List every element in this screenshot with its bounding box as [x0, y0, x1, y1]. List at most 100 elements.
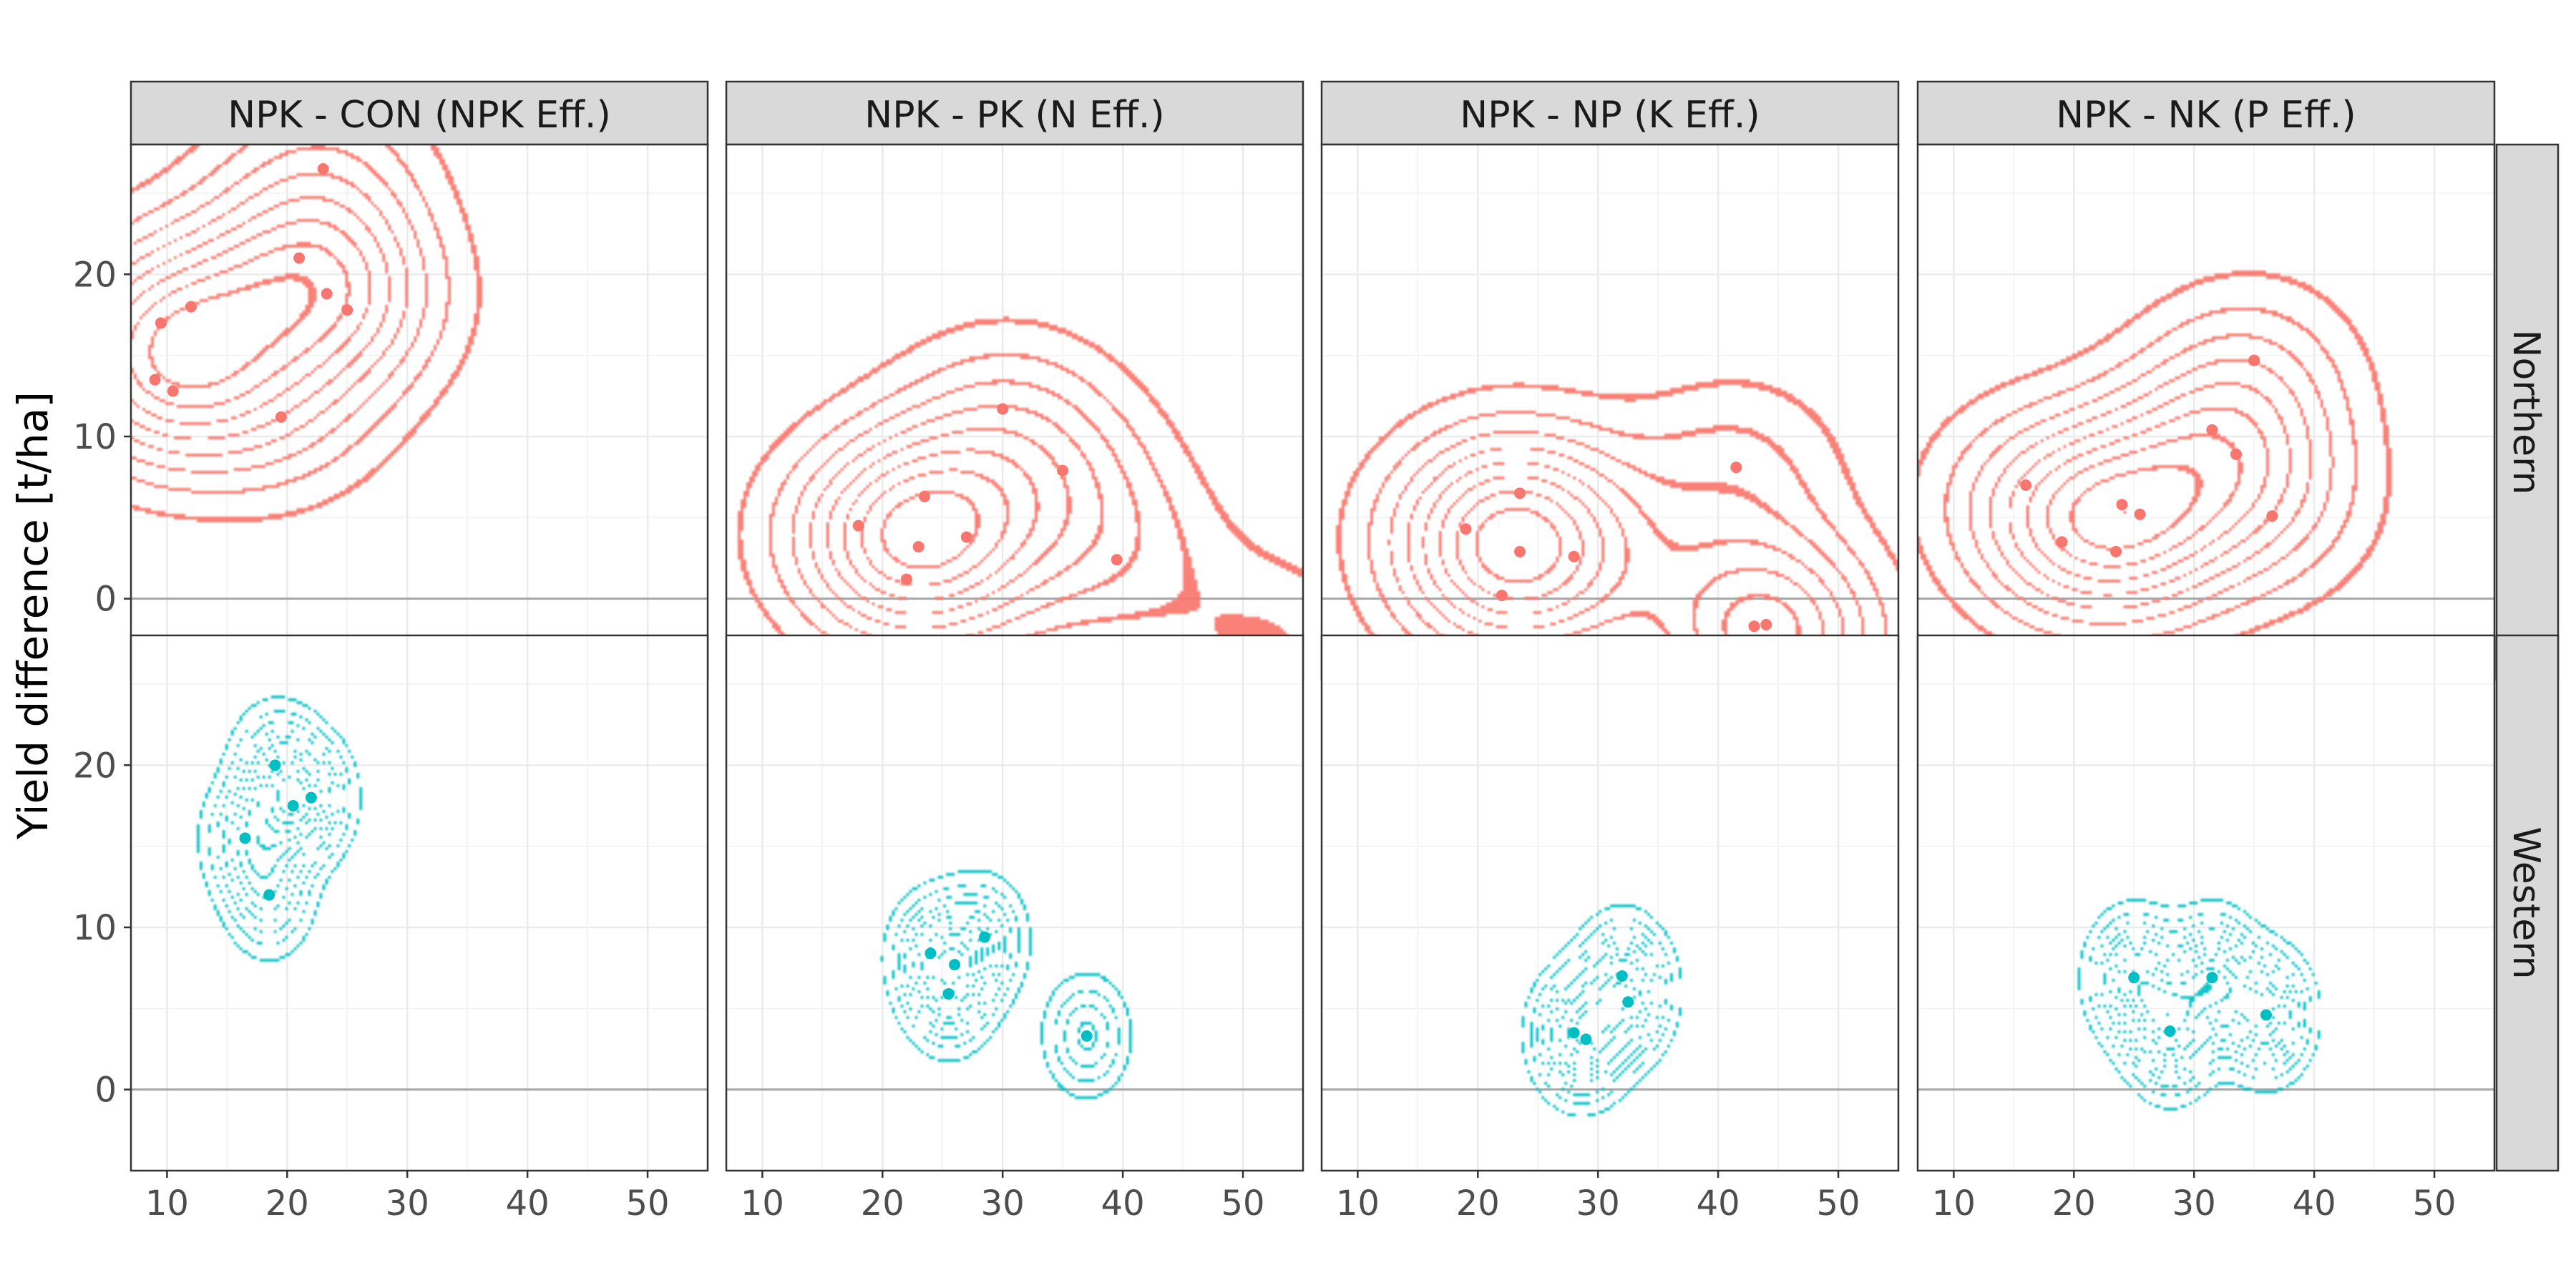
x-tick-label: 30	[2172, 1184, 2216, 1224]
data-point	[2266, 510, 2278, 522]
data-point	[949, 959, 961, 971]
panel-northern-npk-con-npk-eff: NPK - CON (NPK Eff.) 0 10 20	[73, 80, 709, 681]
data-point	[942, 987, 955, 1000]
x-tick-label: 10	[145, 1184, 189, 1224]
y-tick-label: 20	[73, 255, 117, 295]
panel-border	[130, 634, 709, 1172]
facet-strip	[725, 80, 1304, 146]
data-point	[1580, 1033, 1592, 1045]
data-point	[2248, 354, 2260, 366]
data-point	[960, 531, 972, 543]
data-point	[155, 317, 167, 329]
x-tick-label: 40	[1697, 1184, 1740, 1224]
data-point	[269, 759, 281, 771]
facet-strip	[2495, 143, 2560, 681]
y-tick-label: 10	[73, 908, 117, 948]
data-point	[2230, 448, 2242, 460]
panels-layer: NPK - CON (NPK Eff.) 0 10 20 NPK - PK (N Eff…	[73, 80, 2560, 1224]
data-point	[924, 947, 937, 960]
density-contours	[726, 635, 1303, 1171]
facet-strip-label: NPK - NK (P Eff.)	[2056, 94, 2356, 137]
data-point	[305, 791, 317, 804]
data-point	[321, 288, 333, 300]
panel-border	[725, 634, 1304, 1172]
x-tick-label: 10	[741, 1184, 784, 1224]
data-point	[293, 252, 306, 264]
facet-strip-label: NPK - NP (K Eff.)	[1460, 94, 1760, 137]
data-point	[263, 889, 275, 901]
facet-strip-label: Northern	[2504, 330, 2547, 495]
density-contours	[131, 635, 708, 1171]
x-tick-label: 10	[1932, 1184, 1976, 1224]
data-point	[1748, 620, 1760, 633]
data-point	[275, 411, 287, 423]
density-contours	[1918, 145, 2494, 680]
panel-northern-npk-pk-n-eff: NPK - PK (N Eff.)	[725, 80, 1304, 681]
x-tick-label: 50	[2413, 1184, 2457, 1224]
y-tick-label: 0	[94, 1070, 117, 1111]
data-point	[900, 573, 912, 585]
data-point	[1616, 970, 1628, 982]
data-point	[239, 832, 251, 844]
density-contours	[1918, 635, 2494, 1171]
data-point	[2134, 508, 2146, 520]
row-strip-northern: Northern	[2495, 143, 2560, 681]
density-contours	[1322, 635, 1898, 1171]
data-point	[185, 301, 197, 313]
facet-strip-label: NPK - CON (NPK Eff.)	[228, 94, 611, 137]
x-tick-label: 50	[626, 1184, 670, 1224]
panel-border	[1320, 634, 1900, 1172]
x-tick-label: 30	[981, 1184, 1025, 1224]
density-contours	[726, 145, 1303, 680]
y-tick-label: 10	[73, 417, 117, 457]
x-tick-label: 30	[1576, 1184, 1620, 1224]
data-point	[2206, 972, 2218, 984]
data-point	[1622, 996, 1634, 1008]
data-point	[149, 374, 161, 386]
x-tick-label: 50	[1221, 1184, 1265, 1224]
panel-northern-npk-np-k-eff: NPK - NP (K Eff.)	[1320, 80, 1900, 681]
density-contours	[1322, 145, 1898, 680]
panel-western-npk-pk-n-eff: 10 20 30 40 50	[725, 634, 1304, 1224]
data-point	[2020, 479, 2032, 491]
facet-strip	[1320, 80, 1900, 146]
y-axis-title: Yield difference [t/ha]	[9, 391, 57, 840]
data-point	[1057, 464, 1069, 477]
panel-western-npk-con-npk-eff: 0 10 20 10 20 30 40 50	[73, 634, 709, 1224]
panel-border	[1916, 634, 2496, 1172]
panel-western-npk-np-k-eff: 10 20 30 40 50	[1320, 634, 1900, 1224]
data-point	[1730, 462, 1742, 474]
facet-strip	[2495, 634, 2560, 1172]
row-strip-western: Western	[2495, 634, 2560, 1172]
data-point	[1760, 618, 1772, 630]
facet-strip	[1916, 80, 2496, 146]
data-point	[1496, 590, 1508, 602]
x-tick-label: 20	[2052, 1184, 2096, 1224]
data-point	[2056, 536, 2068, 548]
y-tick-label: 20	[73, 746, 117, 786]
data-point	[1080, 1030, 1093, 1042]
x-tick-label: 10	[1336, 1184, 1380, 1224]
x-tick-label: 40	[506, 1184, 550, 1224]
density-contours	[131, 145, 708, 680]
data-point	[2206, 424, 2218, 436]
panel-western-npk-nk-p-eff: 10 20 30 40 50	[1916, 634, 2496, 1224]
y-tick-label: 0	[94, 580, 117, 620]
panel-northern-npk-nk-p-eff: NPK - NK (P Eff.)	[1916, 80, 2496, 681]
data-point	[1514, 487, 1526, 499]
x-tick-label: 30	[386, 1184, 429, 1224]
facet-strip	[130, 80, 709, 146]
x-tick-label: 40	[2293, 1184, 2336, 1224]
x-tick-label: 20	[1456, 1184, 1500, 1224]
data-point	[341, 304, 353, 316]
data-point	[979, 931, 991, 943]
data-point	[1568, 550, 1580, 562]
data-point	[1460, 523, 1472, 535]
x-tick-label: 50	[1817, 1184, 1860, 1224]
data-point	[919, 490, 931, 502]
x-tick-label: 20	[265, 1184, 309, 1224]
data-point	[997, 403, 1009, 415]
data-point	[2110, 545, 2122, 557]
data-point	[287, 800, 299, 811]
